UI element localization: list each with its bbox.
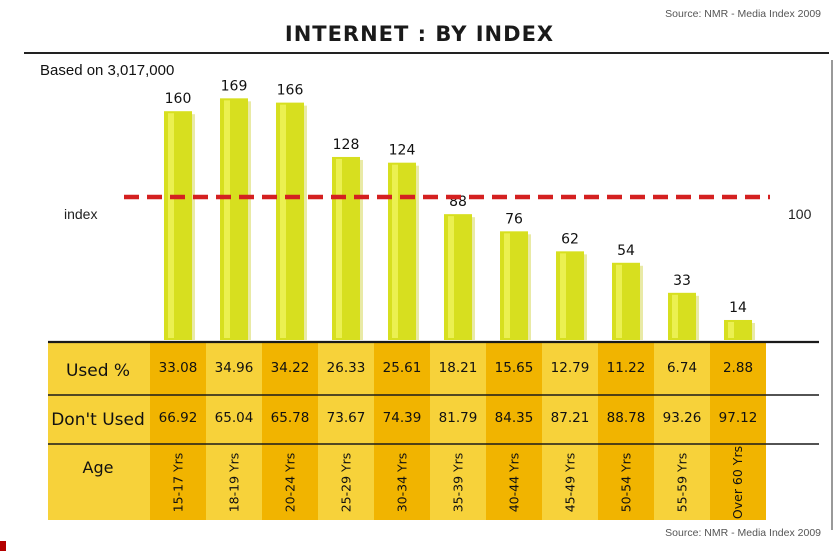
age-category-label: 30-34 Yrs	[392, 447, 412, 517]
used-pct-cell: 15.65	[494, 360, 534, 376]
base-note: Based on 3,017,000	[40, 62, 175, 79]
bar-highlight	[672, 294, 678, 338]
bar-value-label: 124	[389, 143, 416, 159]
age-category-label: 35-39 Yrs	[448, 447, 468, 517]
used-pct-cell: 34.22	[270, 360, 310, 376]
bar-highlight	[336, 158, 342, 338]
age-category-label: 45-49 Yrs	[560, 447, 580, 517]
age-category-text: Over 60 Yrs	[730, 445, 746, 519]
corner-mark	[0, 541, 6, 551]
age-category-text: 55-59 Yrs	[674, 452, 690, 512]
table-column-bg	[374, 342, 430, 520]
index-line-value: 100	[788, 206, 812, 222]
table-column-bg	[654, 342, 710, 520]
table-column-bg	[542, 342, 598, 520]
used-pct-cell: 2.88	[722, 360, 754, 376]
bar-value-label: 166	[277, 83, 304, 99]
age-category-label: Over 60 Yrs	[728, 445, 748, 519]
table-column-bg	[430, 342, 486, 520]
table-column-bg	[598, 342, 654, 520]
dont-used-pct-cell: 81.79	[438, 410, 478, 426]
used-pct-cell: 25.61	[382, 360, 422, 376]
source-note-bottom: Source: NMR - Media Index 2009	[665, 527, 821, 539]
right-edge-rule	[831, 60, 833, 530]
age-category-text: 15-17 Yrs	[170, 452, 186, 512]
source-note-top: Source: NMR - Media Index 2009	[665, 8, 821, 20]
age-category-label: 50-54 Yrs	[616, 447, 636, 517]
row-label-used: Used %	[65, 361, 131, 381]
age-category-label: 55-59 Yrs	[672, 447, 692, 517]
age-category-label: 20-24 Yrs	[280, 447, 300, 517]
age-category-label: 40-44 Yrs	[504, 447, 524, 517]
chart-title: INTERNET : BY INDEX	[284, 22, 555, 46]
bar-value-label: 76	[505, 211, 523, 227]
age-category-text: 18-19 Yrs	[226, 452, 242, 512]
used-pct-cell: 18.21	[438, 360, 478, 376]
bar-value-label: 160	[165, 91, 192, 107]
row-header-column	[48, 342, 150, 520]
bar-highlight	[392, 164, 398, 338]
bar-highlight	[224, 100, 230, 338]
title-rule	[24, 52, 829, 54]
table-column-bg	[710, 342, 766, 520]
table-column-bg	[262, 342, 318, 520]
table-column-bg	[318, 342, 374, 520]
dont-used-pct-cell: 66.92	[158, 410, 198, 426]
bar-value-label: 62	[561, 231, 579, 247]
index-line-label: index	[64, 206, 98, 222]
bar-value-label: 54	[617, 243, 635, 259]
dont-used-pct-cell: 93.26	[662, 410, 702, 426]
dont-used-pct-cell: 65.04	[214, 410, 254, 426]
age-category-text: 40-44 Yrs	[506, 452, 522, 512]
dont-used-pct-cell: 97.12	[718, 410, 758, 426]
used-pct-cell: 6.74	[666, 360, 698, 376]
bar-highlight	[448, 216, 454, 338]
age-category-text: 35-39 Yrs	[450, 452, 466, 512]
table-column-bg	[150, 342, 206, 520]
used-pct-cell: 12.79	[550, 360, 590, 376]
row-label-age: Age	[82, 458, 114, 477]
dont-used-pct-cell: 88.78	[606, 410, 646, 426]
used-pct-cell: 11.22	[606, 360, 646, 376]
table-column-bg	[206, 342, 262, 520]
used-pct-cell: 26.33	[326, 360, 366, 376]
bar-value-label: 14	[729, 300, 747, 316]
age-category-text: 20-24 Yrs	[282, 452, 298, 512]
age-category-label: 18-19 Yrs	[224, 447, 244, 517]
used-pct-cell: 33.08	[158, 360, 198, 376]
dont-used-pct-cell: 87.21	[550, 410, 590, 426]
used-pct-cell: 34.96	[214, 360, 254, 376]
dont-used-pct-cell: 84.35	[494, 410, 534, 426]
age-category-text: 30-34 Yrs	[394, 452, 410, 512]
age-category-text: 45-49 Yrs	[562, 452, 578, 512]
bar-highlight	[616, 264, 622, 338]
bar-value-label: 169	[221, 78, 248, 94]
age-category-text: 25-29 Yrs	[338, 452, 354, 512]
age-category-text: 50-54 Yrs	[618, 452, 634, 512]
bar-highlight	[504, 233, 510, 338]
bar-highlight	[560, 253, 566, 338]
dont-used-pct-cell: 74.39	[382, 410, 422, 426]
table-column-bg	[486, 342, 542, 520]
bar-value-label: 33	[673, 273, 691, 289]
dont-used-pct-cell: 65.78	[270, 410, 310, 426]
age-category-label: 15-17 Yrs	[168, 447, 188, 517]
bar-highlight	[280, 104, 286, 339]
bar-highlight	[168, 113, 174, 338]
row-label-dont-used: Don't Used	[51, 410, 145, 430]
dont-used-pct-cell: 73.67	[326, 410, 366, 426]
bar-value-label: 128	[333, 137, 360, 153]
age-category-label: 25-29 Yrs	[336, 447, 356, 517]
bar-highlight	[728, 321, 734, 338]
